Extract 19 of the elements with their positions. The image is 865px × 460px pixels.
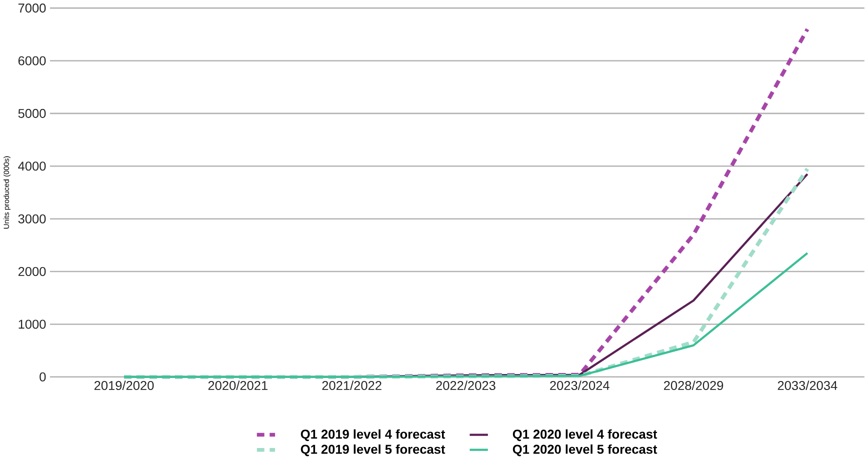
x-tick-label: 2028/2029: [664, 380, 724, 390]
legend-label: Q1 2019 level 5 forecast: [300, 444, 446, 456]
legend-label: Q1 2020 level 5 forecast: [512, 444, 658, 456]
x-tick-label: 2023/2024: [550, 380, 610, 390]
y-tick-label: 3000: [18, 214, 46, 224]
legend-label: Q1 2020 level 4 forecast: [512, 430, 658, 442]
x-tick-label: 2021/2022: [322, 380, 382, 390]
y-tick-label: 6000: [18, 56, 46, 66]
y-tick-label: 2000: [18, 267, 46, 276]
legend-label: Q1 2019 level 4 forecast: [300, 430, 446, 442]
y-tick-label: 0: [40, 372, 46, 382]
x-tick-label: 2019/2020: [94, 380, 154, 390]
y-tick-label: 5000: [18, 109, 46, 118]
x-tick-label: 2022/2023: [436, 380, 496, 390]
y-tick-label: 1000: [18, 320, 46, 329]
y-tick-label: 7000: [18, 4, 46, 13]
y-tick-label: 4000: [18, 162, 46, 171]
x-tick-label: 2033/2034: [778, 380, 838, 390]
x-tick-label: 2020/2021: [208, 380, 268, 390]
